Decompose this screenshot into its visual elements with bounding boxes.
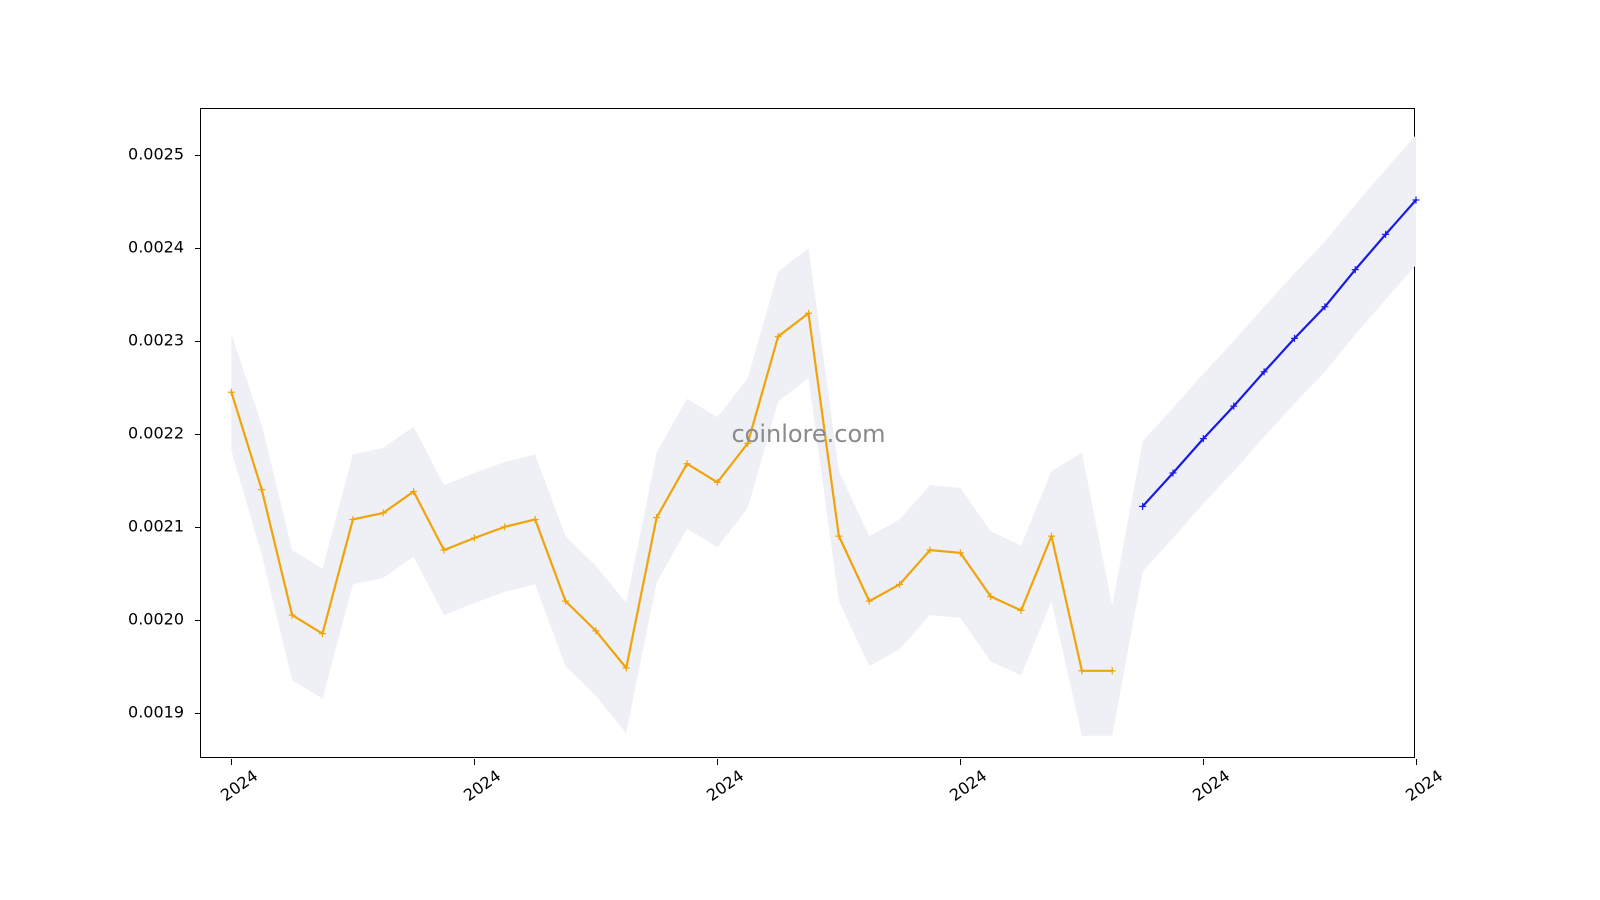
x-tick-label: 2024 xyxy=(1402,766,1446,805)
y-tick-label: 0.0022 xyxy=(0,424,184,443)
figure: coinlore.com 0.00190.00200.00210.00220.0… xyxy=(0,0,1600,900)
y-tick-mark xyxy=(195,527,201,528)
y-tick-mark xyxy=(195,155,201,156)
y-tick-mark xyxy=(195,713,201,714)
y-tick-mark xyxy=(195,434,201,435)
y-tick-label: 0.0025 xyxy=(0,145,184,164)
y-tick-mark xyxy=(195,341,201,342)
y-tick-label: 0.0023 xyxy=(0,331,184,350)
x-tick-label: 2024 xyxy=(460,766,504,805)
y-tick-mark xyxy=(195,248,201,249)
x-tick-label: 2024 xyxy=(703,766,747,805)
y-tick-mark xyxy=(195,620,201,621)
plot-axes: coinlore.com xyxy=(200,108,1415,758)
x-tick-mark xyxy=(960,759,961,765)
x-tick-mark xyxy=(1416,759,1417,765)
confidence-band xyxy=(231,135,1416,736)
x-tick-mark xyxy=(231,759,232,765)
x-tick-mark xyxy=(1203,759,1204,765)
x-tick-label: 2024 xyxy=(217,766,261,805)
y-tick-labels: 0.0019 0.0020 0.0021 0.0022 0.0023 0.0024 0.00… xyxy=(0,108,190,758)
x-tick-mark xyxy=(474,759,475,765)
y-tick-label: 0.0019 xyxy=(0,702,184,721)
y-tick-label: 0.0020 xyxy=(0,609,184,628)
x-tick-label: 2024 xyxy=(946,766,990,805)
y-tick-label: 0.0021 xyxy=(0,516,184,535)
x-tick-mark xyxy=(717,759,718,765)
y-tick-label: 0.0024 xyxy=(0,238,184,257)
plot-svg xyxy=(201,109,1416,759)
x-tick-label: 2024 xyxy=(1189,766,1233,805)
